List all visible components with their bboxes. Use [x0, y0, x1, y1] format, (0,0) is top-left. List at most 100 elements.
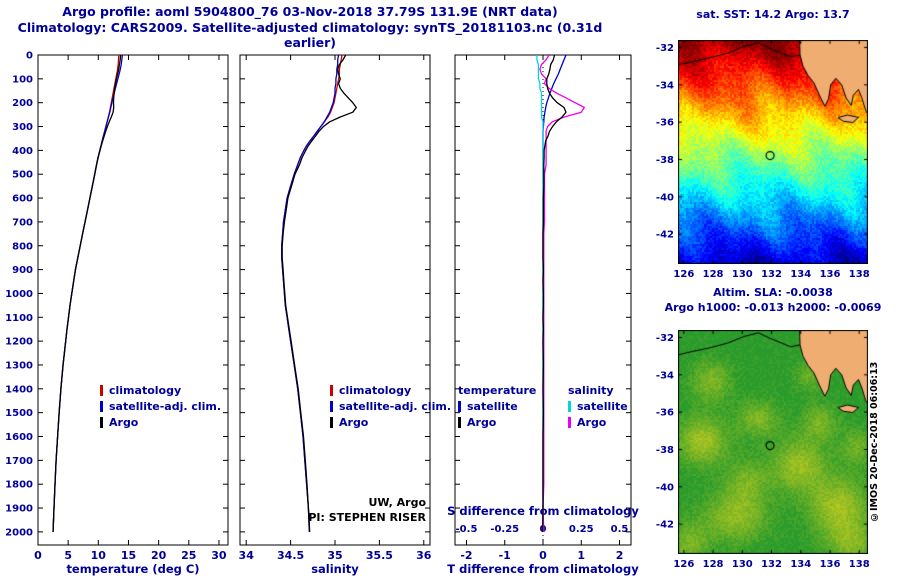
svg-text:-38: -38: [656, 155, 674, 166]
svg-text:138: 138: [849, 559, 870, 570]
svg-text:0: 0: [539, 549, 547, 562]
svg-text:25: 25: [181, 549, 196, 562]
svg-text:1400: 1400: [5, 384, 33, 395]
sla-map-title-line1: Altim. SLA: -0.0038: [713, 286, 833, 299]
sst-map-title: sat. SST: 14.2 Argo: 13.7: [696, 8, 850, 21]
svg-text:1600: 1600: [5, 432, 33, 443]
svg-text:36: 36: [416, 549, 432, 562]
svg-text:132: 132: [761, 269, 782, 280]
svg-text:35: 35: [327, 549, 342, 562]
legend-item-satellite-clim: satellite-adj. clim.: [330, 398, 451, 414]
legend-label: Argo: [467, 415, 497, 429]
legend-label: satellite-adj. clim.: [109, 399, 222, 413]
svg-text:-0.25: -0.25: [490, 524, 519, 535]
svg-text:30: 30: [211, 549, 227, 562]
legend-item-climatology: climatology: [100, 382, 221, 398]
svg-text:0: 0: [26, 51, 33, 62]
svg-text:100: 100: [12, 74, 33, 85]
svg-text:1000: 1000: [5, 289, 33, 300]
svg-text:2000: 2000: [5, 527, 33, 538]
figure-title-line2: Climatology: CARS2009. Satellite-adjuste…: [17, 20, 603, 50]
legend-item-s-argo: Argo: [568, 414, 628, 430]
legend-item-t-satellite: satellite: [458, 398, 536, 414]
legend-temperature-plot: climatology satellite-adj. clim. Argo: [100, 382, 221, 430]
svg-text:300: 300: [12, 122, 33, 133]
imos-copyright-watermark: ©IMOS 20-Dec-2018 06:06:13: [869, 361, 880, 523]
svg-text:138: 138: [849, 269, 870, 280]
svg-text:10: 10: [91, 549, 107, 562]
legend-item-argo: Argo: [100, 414, 221, 430]
svg-text:134: 134: [790, 269, 811, 280]
svg-text:0: 0: [540, 524, 547, 535]
svg-text:136: 136: [820, 559, 841, 570]
svg-text:35.5: 35.5: [366, 549, 393, 562]
svg-text:-38: -38: [656, 445, 674, 456]
satellite-clim-line-swatch: [330, 400, 333, 412]
svg-text:-32: -32: [656, 333, 674, 344]
legend-t-difference: temperature satellite Argo: [458, 382, 536, 430]
svg-text:-40: -40: [656, 192, 674, 203]
legend-item-climatology: climatology: [330, 382, 451, 398]
svg-text:700: 700: [12, 217, 33, 228]
argo-line-swatch: [330, 416, 333, 428]
satellite-clim-line-swatch: [100, 400, 103, 412]
svg-text:-2: -2: [460, 549, 472, 562]
t-argo-line-swatch: [458, 416, 461, 428]
svg-text:136: 136: [820, 269, 841, 280]
svg-text:1500: 1500: [5, 408, 33, 419]
svg-text:0.5: 0.5: [611, 524, 629, 535]
legend-s-difference: salinity satellite Argo: [568, 382, 628, 430]
svg-text:900: 900: [12, 265, 33, 276]
climatology-line-swatch: [330, 384, 333, 396]
legend-label: Argo: [577, 415, 607, 429]
svg-text:130: 130: [732, 269, 753, 280]
t-satellite-line-swatch: [458, 400, 461, 412]
svg-text:1900: 1900: [5, 504, 33, 515]
legend-item-t-argo: Argo: [458, 414, 536, 430]
legend-label: climatology: [109, 383, 182, 397]
legend-label: climatology: [339, 383, 412, 397]
figure-title-line1: Argo profile: aoml 5904800_76 03-Nov-201…: [62, 4, 558, 19]
legend-label: Argo: [339, 415, 369, 429]
svg-text:1800: 1800: [5, 480, 33, 491]
legend-item-s-satellite: satellite: [568, 398, 628, 414]
legend-item-satellite-clim: satellite-adj. clim.: [100, 398, 221, 414]
svg-text:-32: -32: [656, 43, 674, 54]
svg-text:0: 0: [34, 549, 42, 562]
svg-text:1100: 1100: [5, 313, 33, 324]
svg-text:128: 128: [703, 559, 724, 570]
legend-header-salinity: salinity: [568, 383, 614, 397]
svg-text:132: 132: [761, 559, 782, 570]
legend-header-temperature: temperature: [458, 383, 537, 397]
svg-text:400: 400: [12, 146, 33, 157]
svg-text:1200: 1200: [5, 337, 33, 348]
svg-text:130: 130: [732, 559, 753, 570]
svg-text:-34: -34: [656, 80, 674, 91]
svg-text:-1: -1: [499, 549, 511, 562]
svg-text:34.5: 34.5: [277, 549, 304, 562]
svg-text:-34: -34: [656, 370, 674, 381]
svg-text:-42: -42: [656, 520, 674, 531]
uw-argo-annotation: UW, Argo: [368, 496, 426, 509]
s-argo-line-swatch: [568, 416, 571, 428]
svg-text:1: 1: [577, 549, 585, 562]
svg-text:1700: 1700: [5, 456, 33, 467]
svg-text:-42: -42: [656, 230, 674, 241]
svg-text:-36: -36: [656, 408, 674, 419]
svg-text:temperature (deg C): temperature (deg C): [66, 562, 199, 576]
svg-text:0.25: 0.25: [569, 524, 594, 535]
svg-text:-40: -40: [656, 482, 674, 493]
legend-label: satellite-adj. clim.: [339, 399, 452, 413]
svg-text:134: 134: [790, 559, 811, 570]
sla-heatmap: [678, 330, 868, 554]
legend-salinity-plot: climatology satellite-adj. clim. Argo: [330, 382, 451, 430]
legend-label: satellite: [467, 399, 518, 413]
svg-text:15: 15: [121, 549, 136, 562]
svg-text:T difference from climatology: T difference from climatology: [447, 562, 639, 576]
svg-text:5: 5: [64, 549, 72, 562]
s-satellite-line-swatch: [568, 400, 571, 412]
svg-text:2: 2: [616, 549, 624, 562]
svg-text:1300: 1300: [5, 360, 33, 371]
legend-label: satellite: [577, 399, 628, 413]
svg-text:S difference from climatology: S difference from climatology: [447, 504, 639, 518]
